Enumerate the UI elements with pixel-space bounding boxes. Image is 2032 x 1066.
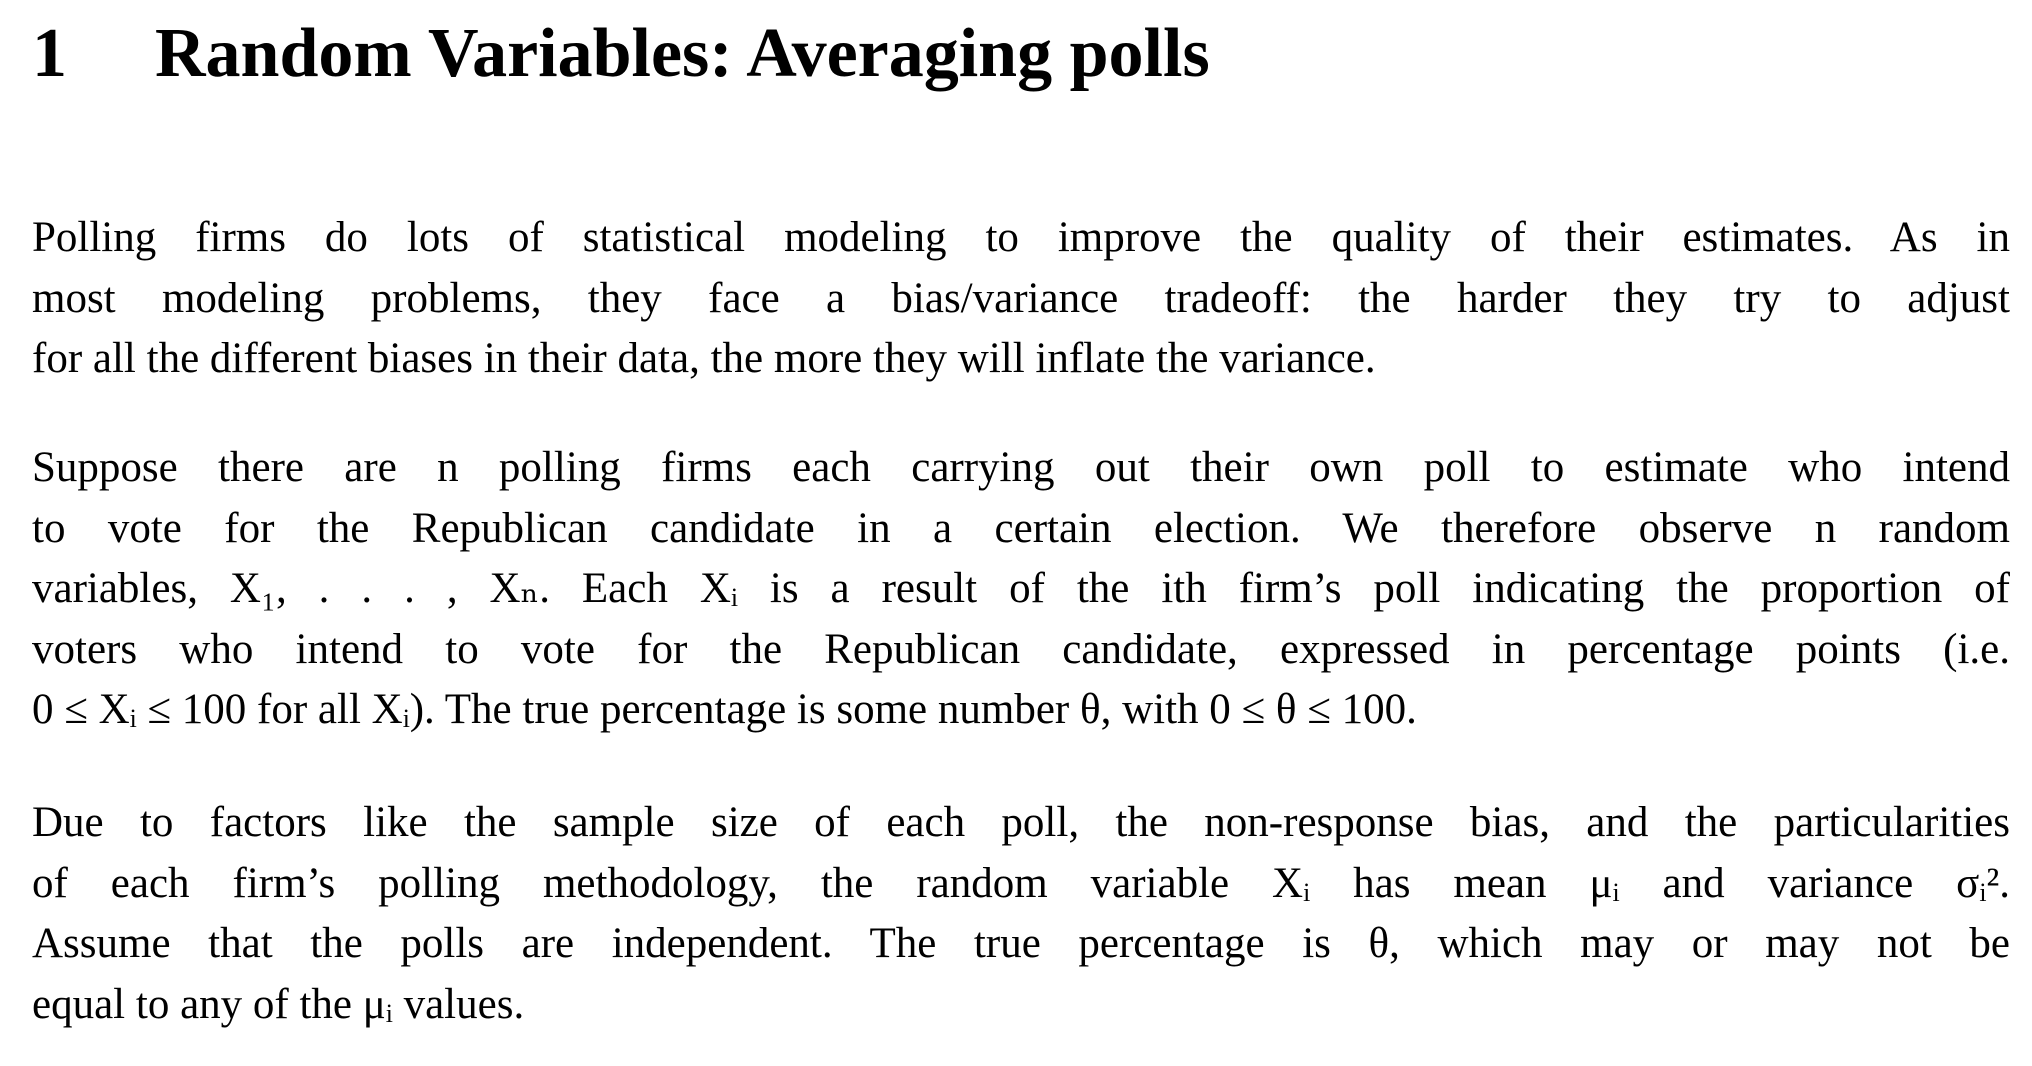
text-line: equal to any of the μᵢ values.	[32, 980, 525, 1028]
text-line: variables, X₁, . . . , Xₙ. Each Xᵢ is a …	[32, 565, 2010, 612]
text-line: Due to factors like the sample size of e…	[32, 799, 2010, 846]
text-line: voters who intend to vote for the Republ…	[32, 625, 2010, 673]
section-title: Random Variables: Averaging polls	[155, 15, 1210, 92]
text-line: Polling firms do lots of statistical mod…	[32, 214, 2010, 261]
text-line: Assume that the polls are independent. T…	[32, 920, 2010, 967]
section-number: 1	[32, 15, 67, 92]
text-line: of each firm’s polling methodology, the …	[32, 859, 2010, 907]
text-line: 0 ≤ Xᵢ ≤ 100 for all Xᵢ). The true perce…	[32, 686, 1417, 733]
text-line: most modeling problems, they face a bias…	[32, 274, 2010, 322]
text-line: Suppose there are n polling firms each c…	[32, 444, 2010, 491]
text-line: to vote for the Republican candidate in …	[32, 504, 2010, 552]
text-line: for all the different biases in their da…	[32, 335, 1376, 382]
